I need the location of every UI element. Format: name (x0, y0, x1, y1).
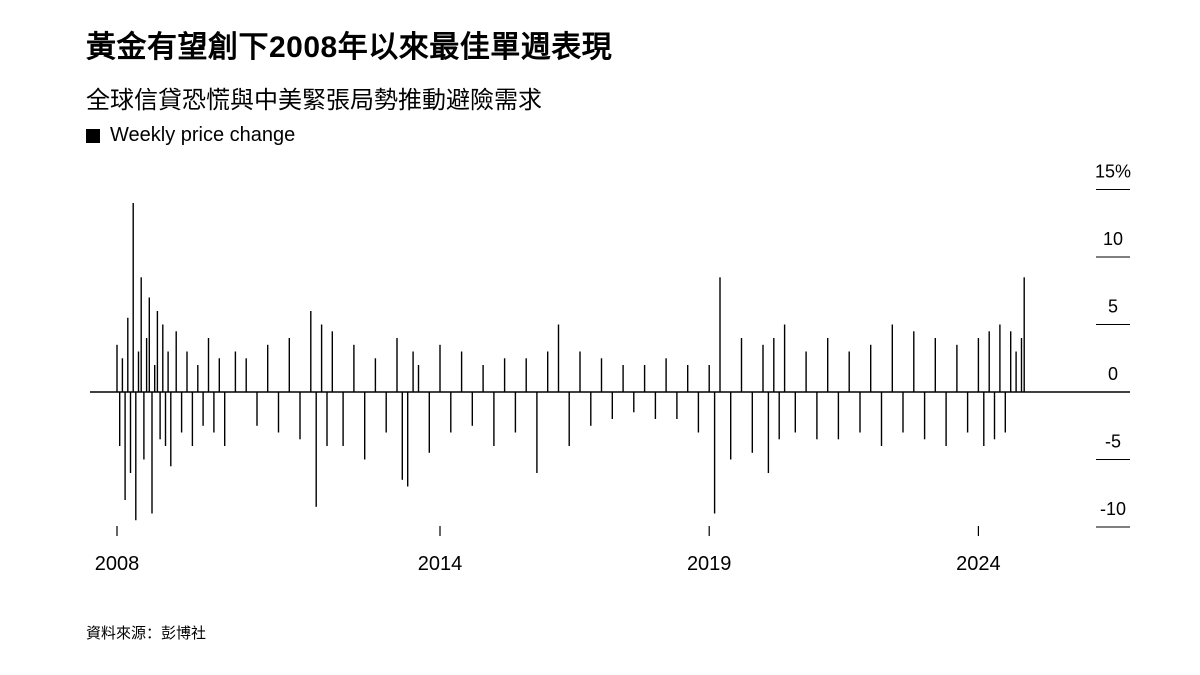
legend-swatch (86, 128, 100, 143)
y-tick-label: 5 (1108, 297, 1118, 317)
x-tick-label: 2019 (687, 553, 732, 575)
y-tick-label: -5 (1105, 432, 1121, 452)
source-note: 資料來源：彭博社 (86, 625, 207, 642)
chart-title: 黃金有望創下2008年以來最佳單週表現 (86, 31, 613, 64)
y-tick-label: -10 (1100, 499, 1126, 519)
x-tick-label: 2008 (95, 553, 140, 575)
axes-group: 15% 10 5 0 -5 -10 2008 2014 2019 2024 (90, 162, 1131, 575)
x-tick-label: 2014 (418, 553, 463, 575)
x-tick-label: 2024 (956, 553, 1001, 575)
bars-group (116, 203, 1025, 521)
y-tick-label: 0 (1108, 364, 1118, 384)
chart-subtitle: 全球信貸恐慌與中美緊張局勢推動避險需求 (86, 87, 542, 114)
legend-label: Weekly price change (110, 124, 296, 146)
y-tick-label: 10 (1103, 229, 1123, 249)
y-tick-label: 15% (1095, 162, 1131, 182)
legend: Weekly price change (86, 124, 295, 147)
